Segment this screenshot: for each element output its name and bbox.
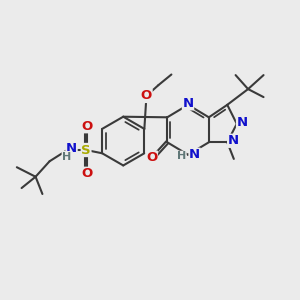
Text: H: H <box>62 152 71 161</box>
Text: N: N <box>66 142 77 155</box>
Text: H: H <box>177 151 186 161</box>
Text: O: O <box>82 167 93 180</box>
Text: N: N <box>237 116 248 129</box>
Text: S: S <box>81 143 91 157</box>
Text: O: O <box>141 89 152 102</box>
Text: N: N <box>182 97 194 110</box>
Text: N: N <box>228 134 239 147</box>
Text: N: N <box>189 148 200 161</box>
Text: O: O <box>82 120 93 133</box>
Text: O: O <box>146 151 158 164</box>
